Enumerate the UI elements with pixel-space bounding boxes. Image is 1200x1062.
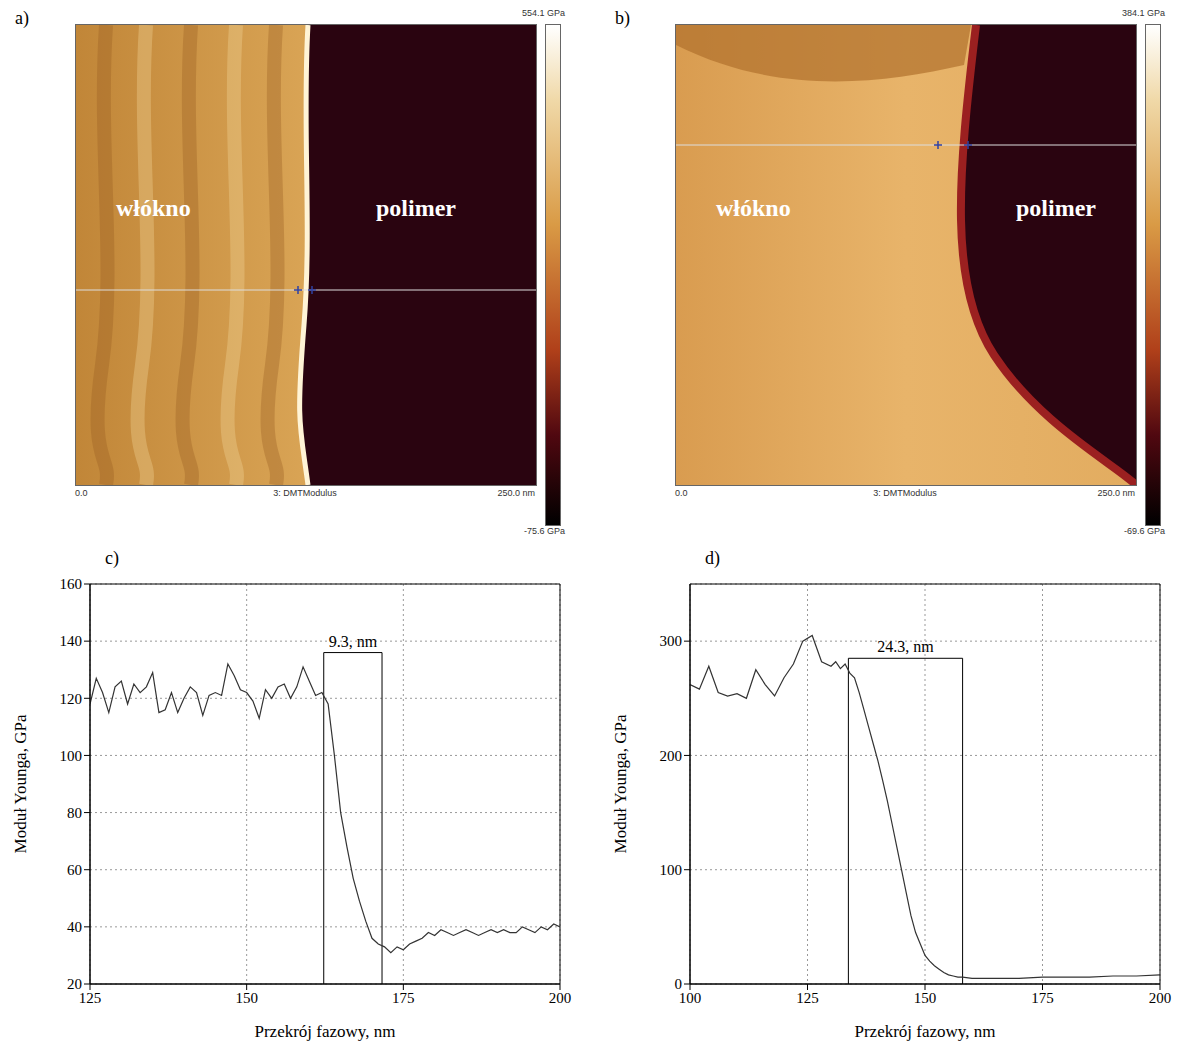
html-text:polimer: polimer — [1016, 195, 1096, 221]
svg-text:120: 120 — [60, 691, 83, 707]
html-text:554.1 GPa: 554.1 GPa — [522, 8, 565, 18]
svg-text:Moduł Younga, GPa: Moduł Younga, GPa — [611, 714, 630, 853]
html-text:0.0: 0.0 — [75, 488, 88, 498]
svg-text:150: 150 — [914, 990, 937, 1006]
svg-text:40: 40 — [67, 919, 82, 935]
html-text:a): a) — [15, 8, 29, 28]
svg-text:0: 0 — [675, 976, 683, 992]
html-text:włókno: włókno — [716, 195, 791, 221]
html-text:-69.6 GPa: -69.6 GPa — [1124, 526, 1165, 536]
html-text:b): b) — [615, 8, 630, 28]
html-text:-75.6 GPa: -75.6 GPa — [524, 526, 565, 536]
svg-text:125: 125 — [79, 990, 102, 1006]
svg-text:150: 150 — [235, 990, 258, 1006]
svg-text:60: 60 — [67, 862, 82, 878]
svg-text:9.3, nm: 9.3, nm — [329, 633, 378, 650]
html-text:c): c) — [105, 548, 119, 568]
html-text:d): d) — [705, 548, 720, 568]
svg-text:Przekrój fazowy, nm: Przekrój fazowy, nm — [855, 1022, 996, 1041]
svg-text:80: 80 — [67, 805, 82, 821]
svg-text:300: 300 — [660, 633, 683, 649]
svg-text:200: 200 — [549, 990, 572, 1006]
html-text:włókno: włókno — [116, 195, 191, 221]
svg-text:Moduł Younga, GPa: Moduł Younga, GPa — [11, 714, 30, 853]
svg-text:100: 100 — [660, 862, 683, 878]
svg-text:100: 100 — [679, 990, 702, 1006]
svg-text:200: 200 — [1149, 990, 1172, 1006]
svg-text:24.3, nm: 24.3, nm — [877, 638, 934, 655]
svg-text:160: 160 — [60, 576, 83, 592]
svg-text:175: 175 — [392, 990, 415, 1006]
svg-text:140: 140 — [60, 633, 83, 649]
html-text:polimer: polimer — [376, 195, 456, 221]
svg-text:200: 200 — [660, 748, 683, 764]
html-text:3: DMTModulus: 3: DMTModulus — [273, 488, 337, 498]
html-text:250.0 nm: 250.0 nm — [497, 488, 535, 498]
html-text:250.0 nm: 250.0 nm — [1097, 488, 1135, 498]
svg-text:175: 175 — [1031, 990, 1054, 1006]
svg-text:Przekrój fazowy, nm: Przekrój fazowy, nm — [255, 1022, 396, 1041]
html-text:0.0: 0.0 — [675, 488, 688, 498]
svg-text:125: 125 — [796, 990, 819, 1006]
html-text:3: DMTModulus: 3: DMTModulus — [873, 488, 937, 498]
html-text:384.1 GPa: 384.1 GPa — [1122, 8, 1165, 18]
svg-text:100: 100 — [60, 748, 83, 764]
svg-text:20: 20 — [67, 976, 82, 992]
